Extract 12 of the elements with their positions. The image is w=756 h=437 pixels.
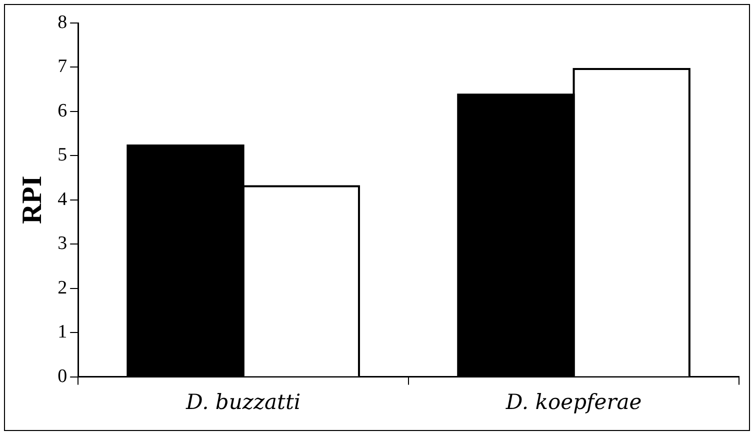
y-tick-label: 1 [58, 322, 68, 343]
y-axis-title: RPI [17, 176, 48, 224]
y-tick-label: 7 [58, 56, 68, 78]
y-tick-label: 0 [58, 366, 68, 387]
y-tick-label: 3 [58, 233, 68, 254]
y-tick-label: 4 [58, 188, 68, 210]
y-tick-label: 5 [58, 144, 68, 166]
y-tick-label: 8 [58, 12, 68, 33]
x-tick-label: D. buzzatti [184, 390, 301, 414]
x-tick-label: D. koepferae [504, 390, 642, 414]
y-tick-label: 6 [58, 100, 68, 122]
y-tick-label: 2 [58, 277, 68, 298]
